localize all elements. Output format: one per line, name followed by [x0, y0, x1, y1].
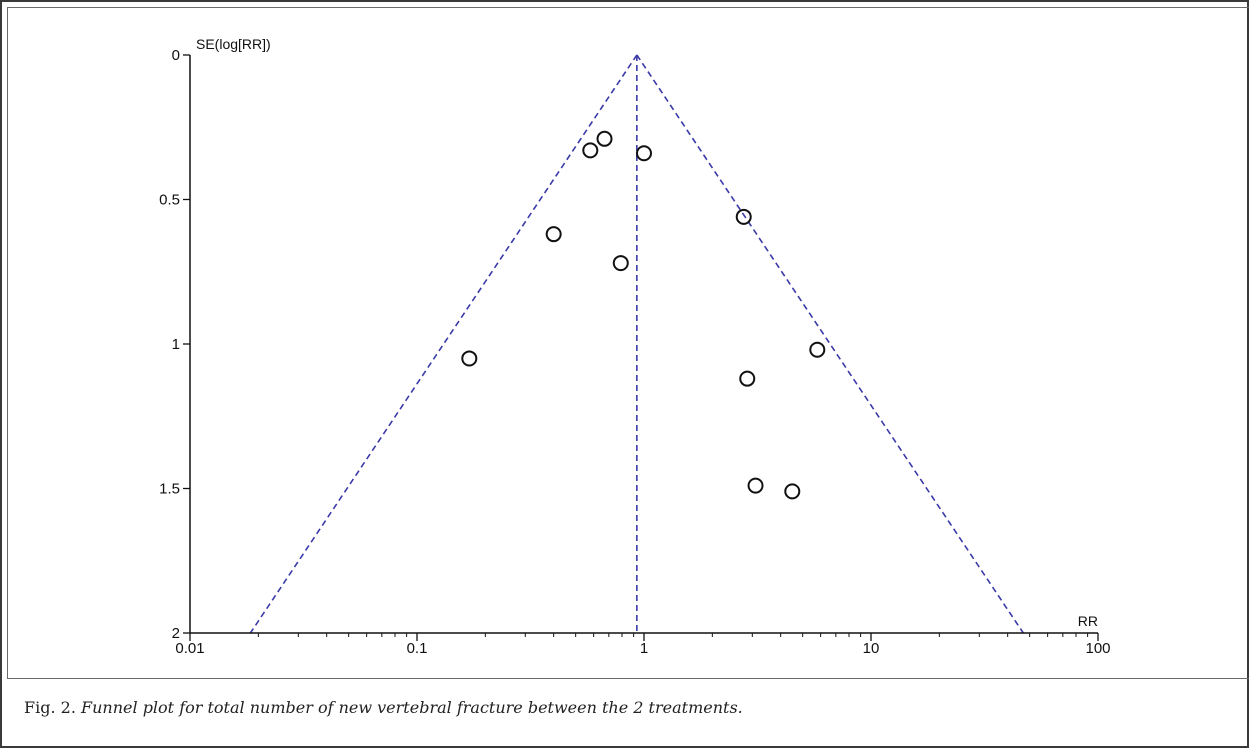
x-tick-label: 0.01 [175, 640, 204, 657]
figure-caption: Fig. 2. Funnel plot for total number of … [24, 698, 743, 717]
study-point [636, 145, 652, 162]
y-tick-label: 1 [172, 336, 180, 353]
study-point [784, 483, 801, 500]
funnel-left-limit [249, 54, 638, 634]
axes [189, 55, 1098, 634]
study-point [735, 208, 752, 225]
study-point [582, 142, 599, 159]
x-axis-title: RR [1078, 613, 1098, 629]
plot-panel [7, 7, 1249, 679]
y-tick-label: 1.5 [159, 481, 180, 498]
study-point [461, 350, 478, 367]
caption-figure-label: Fig. 2. [24, 698, 76, 717]
study-point [739, 370, 756, 387]
study-points [461, 130, 826, 500]
y-tick-label: 0.5 [159, 192, 180, 209]
y-tick-label: 0 [172, 47, 180, 64]
x-tick-label: 10 [863, 640, 880, 657]
study-point [809, 341, 826, 358]
funnel-lines [249, 54, 1024, 634]
y-tick-label: 2 [172, 625, 180, 642]
x-tick-label: 0.1 [407, 640, 428, 657]
caption-text: Funnel plot for total number of new vert… [81, 698, 743, 717]
x-ticks: 0.01 0.1 1 10 100 [175, 633, 1111, 657]
x-tick-label: 100 [1085, 640, 1110, 657]
study-point [545, 226, 562, 243]
study-point [612, 255, 629, 272]
y-axis-title: SE(log[RR]) [196, 36, 271, 52]
study-point [747, 477, 764, 494]
funnel-right-limit [636, 54, 1024, 634]
x-tick-label: 1 [640, 640, 648, 657]
study-point [596, 130, 613, 147]
y-ticks: 0 0.5 1 1.5 2 [159, 47, 190, 642]
